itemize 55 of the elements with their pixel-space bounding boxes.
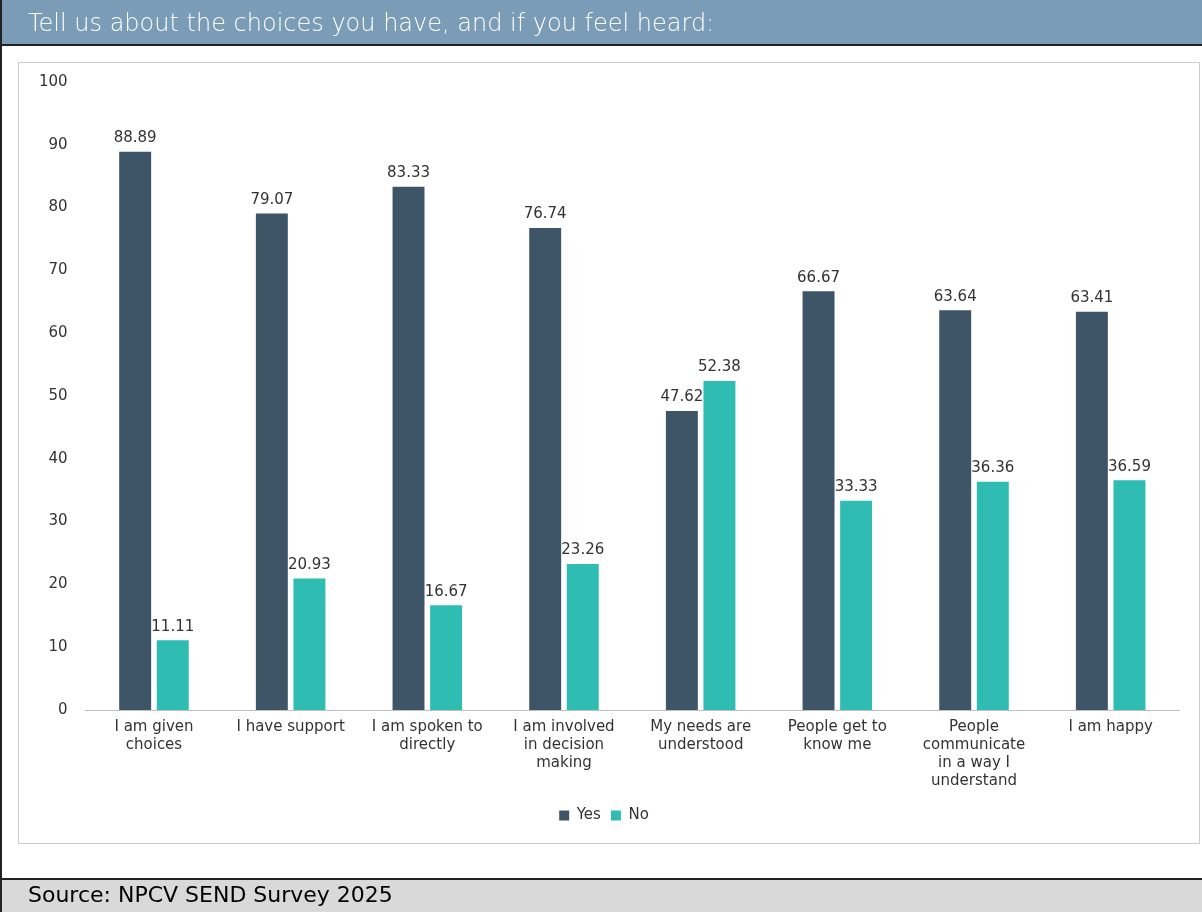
bar: [1113, 480, 1146, 710]
bar: [156, 640, 189, 710]
y-tick-label: 40: [48, 448, 68, 467]
y-tick-label: 50: [48, 385, 68, 404]
bar: [976, 481, 1009, 710]
data-label: 16.67: [424, 581, 468, 600]
y-tick-label: 90: [48, 134, 68, 153]
data-label: 66.67: [797, 267, 841, 286]
x-tick-label: People communicate in a way I understand: [922, 716, 1026, 789]
bar: [293, 578, 326, 710]
bar: [802, 291, 835, 710]
data-label: 33.33: [834, 477, 878, 496]
y-tick-label: 100: [38, 71, 68, 90]
y-tick-label: 70: [48, 260, 68, 279]
bar: [703, 381, 736, 710]
x-tick-label: I am happy: [1068, 716, 1153, 735]
data-label: 83.33: [387, 163, 430, 182]
x-tick-label: I have support: [236, 716, 345, 735]
data-label: 47.62: [660, 387, 704, 406]
y-tick-label: 10: [48, 637, 68, 656]
x-tick-label: People get to know me: [787, 716, 887, 753]
data-label: 88.89: [113, 128, 157, 147]
bar: [119, 151, 152, 710]
bar: [430, 605, 463, 710]
y-tick-label: 30: [48, 511, 68, 530]
bar: [566, 563, 599, 710]
bar: [840, 500, 873, 710]
x-tick-label: I am involved in decision making: [513, 716, 615, 771]
bar: [392, 186, 425, 710]
x-tick-label: I am spoken to directly: [371, 716, 483, 753]
y-tick-label: 0: [58, 699, 68, 718]
data-label: 20.93: [287, 554, 331, 573]
y-tick-label: 80: [48, 197, 68, 216]
data-label: 52.38: [697, 357, 741, 376]
bar: [665, 410, 698, 710]
legend-label: Yes: [575, 805, 602, 824]
data-label: 36.36: [971, 458, 1015, 477]
data-label: 36.59: [1107, 456, 1151, 475]
data-label: 79.07: [250, 189, 294, 208]
x-tick-label: I am given choices: [114, 716, 194, 753]
data-label: 76.74: [523, 204, 567, 223]
data-label: 11.11: [151, 616, 195, 635]
data-label: 63.41: [1070, 288, 1114, 307]
bar: [529, 228, 562, 710]
x-tick-label: My needs are understood: [650, 716, 752, 753]
y-tick-label: 20: [48, 574, 68, 593]
chart-title: Tell us about the choices you have, and if you feel heard:: [2, 0, 1202, 46]
bar: [255, 213, 288, 710]
source-note: Source: NPCV SEND Survey 2025: [2, 878, 1202, 912]
data-label: 23.26: [561, 540, 605, 559]
data-label: 63.64: [933, 286, 977, 305]
bar: [939, 310, 972, 710]
bar: [1075, 311, 1108, 710]
legend-label: No: [628, 805, 649, 824]
y-tick-label: 60: [48, 323, 68, 342]
